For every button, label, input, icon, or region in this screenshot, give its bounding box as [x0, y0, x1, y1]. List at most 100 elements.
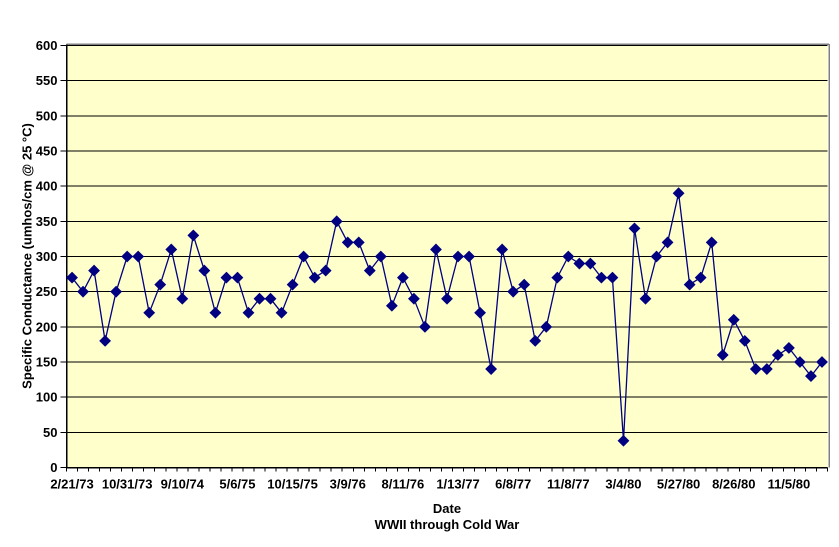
data-point-marker: [319, 264, 332, 277]
y-tick-label: 50: [43, 425, 57, 440]
data-point-marker: [330, 215, 343, 228]
data-point-marker: [639, 292, 652, 305]
data-point-marker: [99, 334, 112, 347]
data-point-marker: [661, 236, 674, 249]
data-point-marker: [452, 250, 464, 263]
data-point-marker: [749, 363, 762, 375]
x-tick-label: 8/11/76: [382, 477, 425, 492]
x-tick-label: 6/8/77: [495, 477, 531, 492]
x-tick-label: 1/13/77: [436, 477, 479, 492]
data-point-marker: [154, 278, 167, 291]
x-tick-label: 10/15/75: [267, 477, 318, 492]
data-point-marker: [242, 306, 255, 319]
data-point-marker: [396, 271, 409, 284]
y-tick-label: 150: [36, 355, 58, 370]
y-tick-label: 500: [36, 108, 58, 123]
data-point-marker: [143, 306, 156, 319]
data-point-marker: [88, 264, 100, 277]
data-point-marker: [286, 278, 299, 291]
x-axis-title-block: Date WWII through Cold War: [66, 501, 828, 533]
data-point-marker: [121, 250, 134, 263]
y-axis-title: Specific Conductance (umhos/cm @ 25 °C): [19, 123, 35, 389]
data-point-marker: [805, 370, 817, 382]
data-point-marker: [297, 250, 310, 263]
data-point-marker: [176, 292, 189, 305]
data-point-marker: [794, 356, 806, 368]
data-point-marker: [66, 271, 78, 284]
data-point-marker: [352, 236, 365, 249]
x-tick-label: 2/21/73: [50, 477, 93, 492]
data-point-marker: [463, 250, 475, 263]
data-point-marker: [727, 313, 740, 326]
data-point-marker: [430, 243, 442, 256]
data-point-marker: [419, 320, 431, 333]
data-point-marker: [705, 236, 718, 249]
data-point-marker: [220, 271, 233, 284]
data-point-marker: [187, 229, 200, 242]
data-point-marker: [584, 257, 597, 270]
data-point-marker: [518, 278, 531, 291]
data-point-marker: [617, 434, 630, 447]
data-point-marker: [650, 250, 663, 263]
data-point-marker: [474, 306, 486, 319]
data-point-marker: [408, 292, 420, 305]
data-point-marker: [551, 271, 564, 284]
data-point-marker: [231, 271, 244, 284]
data-point-marker: [782, 342, 795, 354]
y-tick-label: 450: [36, 144, 58, 159]
data-point-marker: [363, 264, 376, 277]
data-point-marker: [198, 264, 211, 277]
data-point-marker: [110, 285, 123, 298]
data-point-marker: [308, 271, 321, 284]
data-point-marker: [485, 363, 498, 375]
data-point-marker: [529, 334, 542, 347]
data-point-marker: [683, 278, 696, 291]
y-tick-label: 250: [36, 284, 58, 299]
data-point-marker: [540, 320, 553, 333]
x-tick-label: 10/31/73: [102, 477, 153, 492]
data-point-marker: [441, 292, 453, 305]
data-point-marker: [275, 306, 288, 319]
x-tick-label: 9/10/74: [161, 477, 205, 492]
data-point-marker: [374, 250, 387, 263]
data-point-marker: [628, 222, 641, 235]
x-tick-label: 8/26/80: [712, 477, 755, 492]
y-tick-label: 600: [36, 38, 58, 53]
y-tick-label: 550: [36, 73, 58, 88]
data-point-marker: [165, 243, 178, 256]
data-point-marker: [253, 292, 266, 305]
y-tick-label: 400: [36, 179, 58, 194]
y-tick-label: 350: [36, 214, 58, 229]
x-tick-label: 3/9/76: [330, 477, 366, 492]
data-point-marker: [77, 285, 89, 298]
data-point-marker: [771, 349, 784, 361]
data-point-marker: [738, 334, 751, 347]
data-point-marker: [606, 271, 619, 284]
y-tick-label: 300: [36, 249, 58, 264]
data-point-marker: [496, 243, 509, 256]
data-point-marker: [716, 349, 729, 361]
data-point-marker: [573, 257, 586, 270]
x-tick-label: 11/8/77: [547, 477, 590, 492]
y-tick-label: 100: [36, 390, 58, 405]
data-point-marker: [595, 271, 608, 284]
data-point-marker: [694, 271, 707, 284]
x-tick-label: 5/27/80: [657, 477, 700, 492]
x-axis-title: Date: [432, 501, 462, 516]
data-point-marker: [132, 250, 145, 263]
data-point-marker: [816, 356, 828, 368]
x-tick-label: 3/4/80: [605, 477, 641, 492]
data-point-marker: [562, 250, 575, 263]
data-point-marker: [209, 306, 222, 319]
data-point-marker: [385, 299, 398, 312]
data-point-marker: [507, 285, 520, 298]
data-point-marker: [672, 187, 685, 200]
x-axis-subtitle: WWII through Cold War: [374, 517, 520, 532]
data-point-marker: [341, 236, 354, 249]
data-point-marker: [264, 292, 277, 305]
y-tick-label: 200: [36, 319, 58, 334]
y-tick-label: 0: [50, 460, 57, 475]
data-point-marker: [760, 363, 773, 375]
